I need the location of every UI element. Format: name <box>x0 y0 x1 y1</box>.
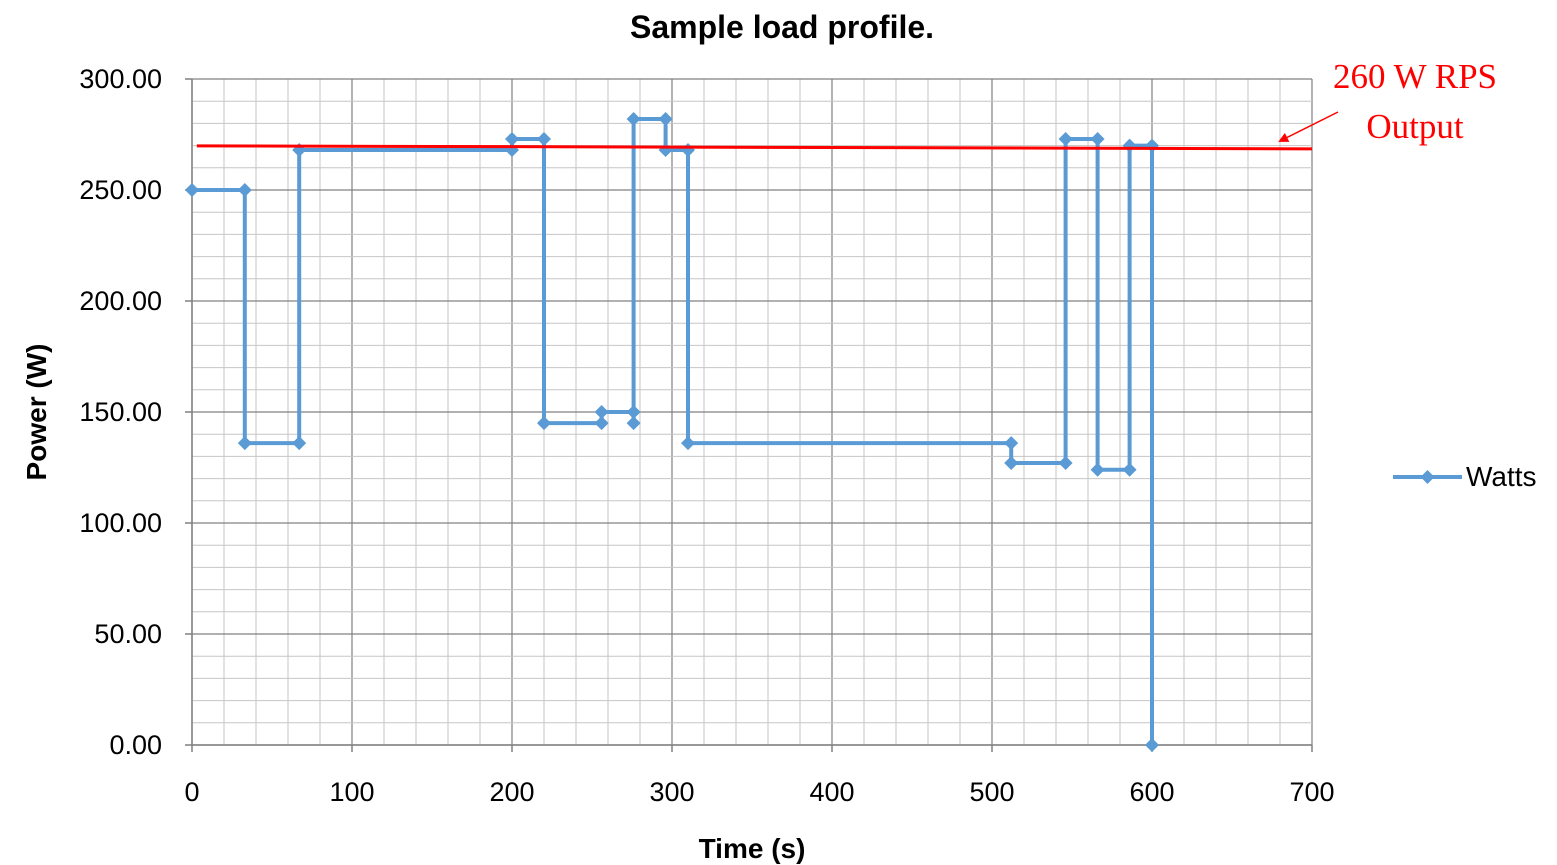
data-point <box>1145 738 1159 752</box>
y-axis-ticks: 0.00 50.00 100.00 150.00 200.00 250.00 300.00 <box>79 64 192 760</box>
annotation-line-1: 260 W RPS <box>1333 57 1497 96</box>
y-tick-label: 0.00 <box>109 730 162 760</box>
series-line-watts <box>192 116 1154 745</box>
data-point <box>537 131 551 146</box>
y-axis-title: Power (W) <box>21 344 52 481</box>
data-point <box>594 416 609 431</box>
y-tick-label: 200.00 <box>79 286 162 316</box>
data-point <box>237 436 252 451</box>
x-axis-title: Time (s) <box>699 833 806 864</box>
series-layer <box>185 111 1159 752</box>
x-tick-label: 100 <box>329 777 374 807</box>
annotation-line-2: Output <box>1366 107 1464 146</box>
y-tick-label: 150.00 <box>79 397 162 427</box>
data-point <box>1058 456 1073 471</box>
x-axis-ticks: 0 100 200 300 400 500 600 700 <box>184 745 1335 807</box>
legend: Watts <box>1393 461 1537 492</box>
y-tick-label: 300.00 <box>79 64 162 94</box>
data-point <box>1058 131 1073 146</box>
data-point <box>626 416 641 431</box>
y-tick-label: 100.00 <box>79 508 162 538</box>
data-point <box>626 111 641 126</box>
legend-marker <box>1420 470 1435 484</box>
data-point <box>185 183 199 197</box>
x-tick-label: 300 <box>649 777 694 807</box>
data-point <box>1122 138 1137 153</box>
x-tick-label: 600 <box>1129 777 1174 807</box>
data-point <box>1090 462 1105 477</box>
data-point <box>292 436 307 451</box>
rps-output-line <box>196 144 1313 151</box>
data-point <box>1004 436 1019 451</box>
data-point <box>626 405 641 419</box>
x-tick-label: 700 <box>1289 777 1334 807</box>
y-tick-label: 250.00 <box>79 175 162 205</box>
legend-label: Watts <box>1466 461 1537 492</box>
x-tick-label: 400 <box>809 777 854 807</box>
data-point <box>237 183 252 197</box>
x-tick-label: 200 <box>489 777 534 807</box>
y-tick-label: 50.00 <box>94 619 162 649</box>
x-tick-label: 500 <box>969 777 1014 807</box>
data-point <box>658 111 673 126</box>
data-point <box>537 416 551 431</box>
annotation-arrow <box>1278 111 1339 142</box>
data-point <box>1090 131 1105 146</box>
x-tick-label: 0 <box>184 777 199 807</box>
data-point <box>505 131 519 146</box>
data-point <box>681 436 695 451</box>
data-point <box>1122 462 1137 477</box>
data-point <box>594 405 609 419</box>
chart-title: Sample load profile. <box>630 9 934 45</box>
data-point <box>1004 456 1019 471</box>
data-point <box>1145 138 1159 153</box>
grid <box>191 78 1313 746</box>
